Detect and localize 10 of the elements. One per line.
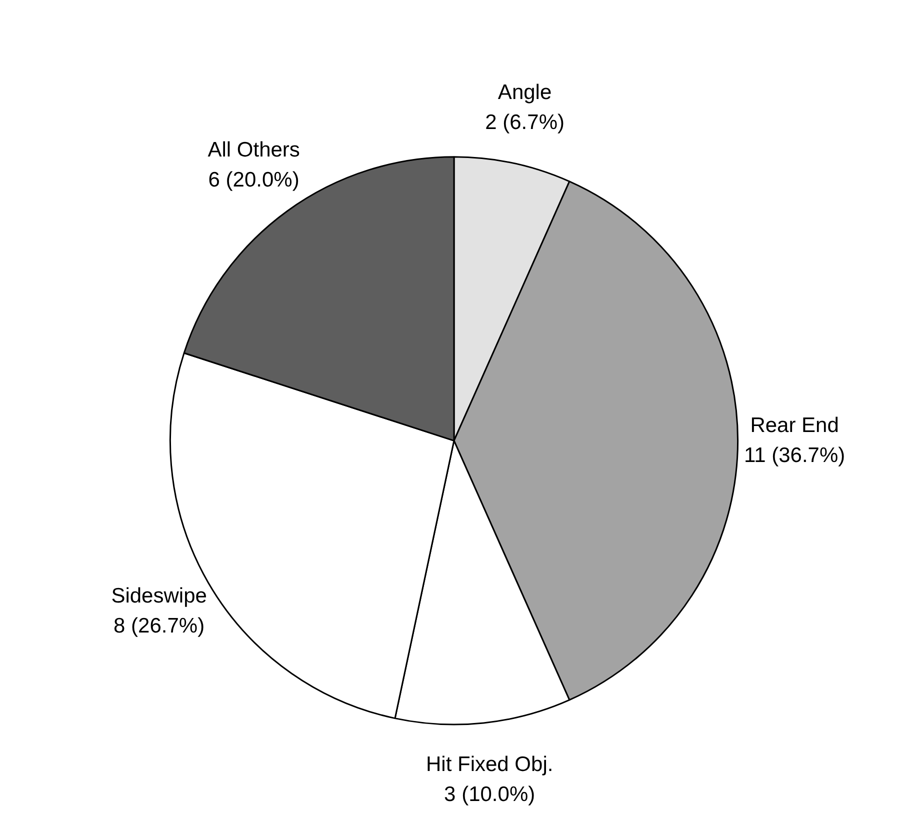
data-label: 11 (36.7%) — [744, 444, 846, 468]
data-label: 6 (20.0%) — [208, 168, 300, 192]
data-label: 8 (26.7%) — [114, 614, 205, 638]
data-label: 3 (10.0%) — [444, 782, 536, 806]
slice-label: All Others — [208, 138, 300, 162]
slice-label: Hit Fixed Obj. — [426, 753, 554, 776]
slice-label: Sideswipe — [111, 584, 207, 608]
slice-label: Angle — [498, 81, 552, 104]
slice-label: Rear End — [750, 414, 839, 438]
data-label: 2 (6.7%) — [485, 110, 564, 134]
